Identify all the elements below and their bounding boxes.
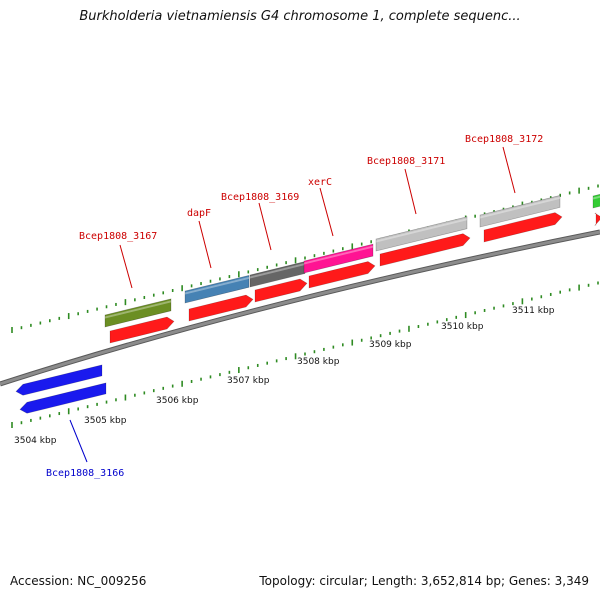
scale-label: 3511 kbp — [512, 306, 555, 316]
genome-stats: Topology: circular; Length: 3,652,814 bp… — [259, 574, 589, 588]
gene-bcep1808_3169-label[interactable]: Bcep1808_3169 — [221, 192, 299, 203]
gene-offscreen-7-feature — [593, 194, 600, 208]
gene-offscreen-7-cds — [595, 213, 600, 225]
genome-map-view: Burkholderia vietnamiensis G4 chromosome… — [0, 0, 600, 600]
gene-offscreen-7-feature-body — [593, 194, 600, 208]
gene-bcep1808_3166-label[interactable]: Bcep1808_3166 — [46, 468, 124, 479]
gene-dapf-leader — [199, 221, 211, 268]
gene-bcep1808_3166-leader — [70, 420, 87, 462]
genome-map: 3504 kbp 3505 kbp 3506 kbp 3507 kbp 3508 kbp… — [0, 0, 600, 600]
gene-bcep1808_3169-leader — [259, 203, 271, 250]
gene-bcep1808_3171-leader — [405, 169, 416, 214]
gene-bcep1808_3172-leader — [503, 147, 515, 193]
scale-label: 3506 kbp — [156, 396, 199, 406]
gene-bcep1808_3172-label[interactable]: Bcep1808_3172 — [465, 134, 543, 145]
gene-dapf-label[interactable]: dapF — [187, 208, 211, 219]
scale-label: 3509 kbp — [369, 340, 412, 350]
gene-bcep1808_3167-leader — [120, 245, 132, 288]
gene-xerc-label[interactable]: xerC — [308, 177, 332, 188]
scale-label: 3507 kbp — [227, 376, 270, 386]
scale-label: 3508 kbp — [297, 357, 340, 367]
scale-label: 3510 kbp — [441, 322, 484, 332]
gene-bcep1808_3167-label[interactable]: Bcep1808_3167 — [79, 231, 157, 242]
upper-scale-ticks — [12, 185, 598, 334]
accession-label: Accession: NC_009256 — [10, 574, 146, 588]
gene-bcep1808_3171-label[interactable]: Bcep1808_3171 — [367, 156, 445, 167]
gene-xerc-leader — [320, 188, 333, 236]
scale-label: 3504 kbp — [14, 436, 57, 446]
scale-label: 3505 kbp — [84, 416, 127, 426]
